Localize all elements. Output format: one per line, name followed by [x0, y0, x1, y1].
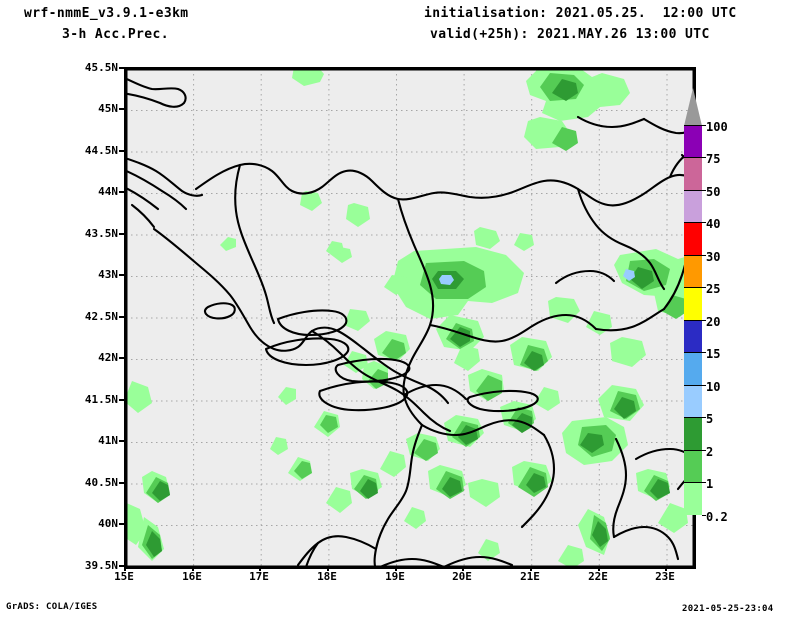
lon-tick-23E: 23E [655, 570, 675, 583]
lat-tick-44.5N: 44.5N [84, 144, 118, 157]
colorbar-band-50[interactable] [684, 190, 702, 222]
generation-timestamp: 2021-05-25-23:04 [682, 604, 774, 614]
lat-tickmark [119, 108, 124, 110]
colorbar-band-40[interactable] [684, 222, 702, 255]
lon-tickmark [395, 566, 397, 571]
colorbar-tickmark [702, 417, 706, 418]
lat-tickmark [119, 357, 124, 359]
colorbar-label-100: 100 [706, 120, 728, 134]
lat-tick-43N: 43N [98, 268, 118, 281]
lat-tick-41N: 41N [98, 434, 118, 447]
colorbar-label-15: 15 [706, 347, 721, 361]
colorbar-tickmark [702, 255, 706, 256]
colorbar-band-15[interactable] [684, 352, 702, 385]
colorbar-band-5[interactable] [684, 417, 702, 450]
colorbar-band-20[interactable] [684, 320, 702, 352]
colorbar-band-30[interactable] [684, 255, 702, 287]
colorbar-label-30: 30 [706, 250, 721, 264]
grads-attribution-label: GrADS: COLA/IGES [6, 602, 98, 612]
precipitation-field [126, 69, 694, 567]
lon-tick-22E: 22E [588, 570, 608, 583]
colorbar-tickmark [702, 125, 706, 126]
precip-band-2-5 [146, 79, 670, 557]
lat-tickmark [119, 150, 124, 152]
colorbar-band-2[interactable] [684, 450, 702, 482]
colorbar-tickmark [702, 287, 706, 288]
colorbar-band-100[interactable] [684, 125, 702, 157]
precip-band-5-10 [439, 269, 635, 285]
field-name-label: 3-h Acc.Prec. [62, 27, 169, 42]
colorbar-tickmark [702, 385, 706, 386]
lon-tick-17E: 17E [249, 570, 269, 583]
colorbar[interactable] [684, 88, 702, 515]
lon-tickmark [327, 566, 329, 571]
lat-tickmark [119, 399, 124, 401]
colorbar-label-50: 50 [706, 185, 721, 199]
lon-tickmark [124, 566, 126, 571]
colorbar-band-25[interactable] [684, 287, 702, 320]
lon-tickmark [598, 566, 600, 571]
lon-tickmark [192, 566, 194, 571]
lat-tick-41.5N: 41.5N [84, 393, 118, 406]
colorbar-tickmark [702, 450, 706, 451]
colorbar-label-75: 75 [706, 152, 721, 166]
lat-tickmark [119, 523, 124, 525]
lat-tickmark [119, 67, 124, 69]
lat-tickmark [119, 482, 124, 484]
lon-tickmark [665, 566, 667, 571]
lat-tickmark [119, 316, 124, 318]
lat-tick-44N: 44N [98, 185, 118, 198]
map-plot-area [124, 67, 696, 569]
lat-tick-45.5N: 45.5N [84, 61, 118, 74]
colorbar-tickmark [702, 190, 706, 191]
colorbar-band-10[interactable] [684, 385, 702, 417]
colorbar-overflow-arrow [684, 88, 702, 126]
lon-tickmark [462, 566, 464, 571]
lat-tick-42N: 42N [98, 351, 118, 364]
colorbar-tickmark [702, 222, 706, 223]
colorbar-label-25: 25 [706, 282, 721, 296]
colorbar-label-1: 1 [706, 477, 714, 491]
lon-tick-16E: 16E [182, 570, 202, 583]
lon-tick-19E: 19E [385, 570, 405, 583]
lat-tickmark [119, 191, 124, 193]
lon-tick-15E: 15E [114, 570, 134, 583]
lat-tickmark [119, 440, 124, 442]
map-canvas [126, 69, 694, 567]
map-coastlines-and-borders [126, 77, 694, 567]
colorbar-tickmark [702, 482, 706, 483]
colorbar-label-5: 5 [706, 412, 714, 426]
colorbar-label-40: 40 [706, 217, 721, 231]
lat-tickmark [119, 233, 124, 235]
colorbar-label-10: 10 [706, 380, 721, 394]
lat-tick-40.5N: 40.5N [84, 476, 118, 489]
lat-tick-39.5N: 39.5N [84, 559, 118, 572]
lat-tickmark [119, 274, 124, 276]
lat-tick-40N: 40N [98, 517, 118, 530]
precip-band-0p2-1 [126, 69, 694, 567]
colorbar-tickmark [702, 157, 706, 158]
colorbar-label-20: 20 [706, 315, 721, 329]
lon-tick-21E: 21E [520, 570, 540, 583]
colorbar-label-0.2: 0.2 [706, 510, 728, 524]
colorbar-label-2: 2 [706, 445, 714, 459]
colorbar-tickmark [702, 320, 706, 321]
colorbar-band-75[interactable] [684, 157, 702, 190]
lon-tickmark [259, 566, 261, 571]
colorbar-tickmark [702, 352, 706, 353]
lon-tick-18E: 18E [317, 570, 337, 583]
lat-tickmark [119, 565, 124, 567]
lat-tick-42.5N: 42.5N [84, 310, 118, 323]
initialisation-label: initialisation: 2021.05.25. 12:00 UTC [424, 6, 737, 21]
lon-tickmark [530, 566, 532, 571]
colorbar-tickmark [702, 515, 706, 516]
colorbar-band-1[interactable] [684, 482, 702, 515]
lat-tick-45N: 45N [98, 102, 118, 115]
model-name-label: wrf-nmmE_v3.9.1-e3km [24, 6, 189, 21]
valid-time-label: valid(+25h): 2021.MAY.26 13:00 UTC [430, 27, 710, 42]
lat-tick-43.5N: 43.5N [84, 227, 118, 240]
lon-tick-20E: 20E [452, 570, 472, 583]
